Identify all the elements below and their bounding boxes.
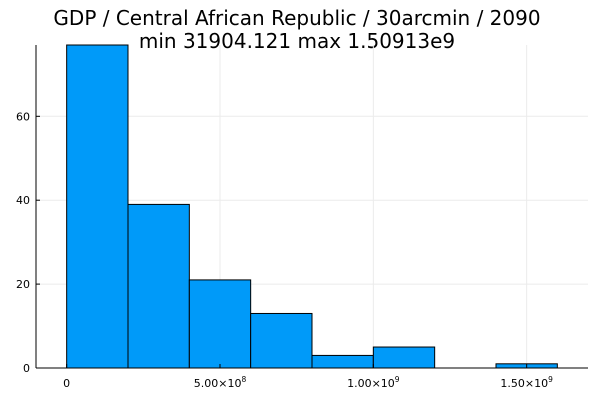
histogram-bar [188, 279, 252, 369]
histogram-bar [372, 346, 436, 369]
histogram-bars [66, 44, 558, 369]
x-tick-label: 1.50×109 [500, 375, 553, 390]
y-tick-label: 60 [16, 110, 30, 123]
axes [35, 45, 588, 369]
x-tick-label: 1.00×109 [347, 375, 400, 390]
x-tick-label: 0 [63, 377, 70, 390]
histogram-bar [127, 203, 190, 369]
y-tick-label: 20 [16, 278, 30, 291]
histogram-bar [250, 312, 313, 369]
y-tick-label: 40 [16, 194, 30, 207]
histogram-bar [311, 354, 374, 369]
y-tick-label: 0 [23, 362, 30, 375]
tick-labels: 0 20 40 60 0 5.00×108 1.00×109 1.50×109 [16, 110, 553, 390]
x-tick-label: 5.00×108 [194, 375, 247, 390]
chart-title-line-1: GDP / Central African Republic / 30arcmi… [53, 6, 540, 30]
histogram-bar [66, 44, 129, 369]
chart-title-line-2: min 31904.121 max 1.50913e9 [139, 29, 455, 53]
